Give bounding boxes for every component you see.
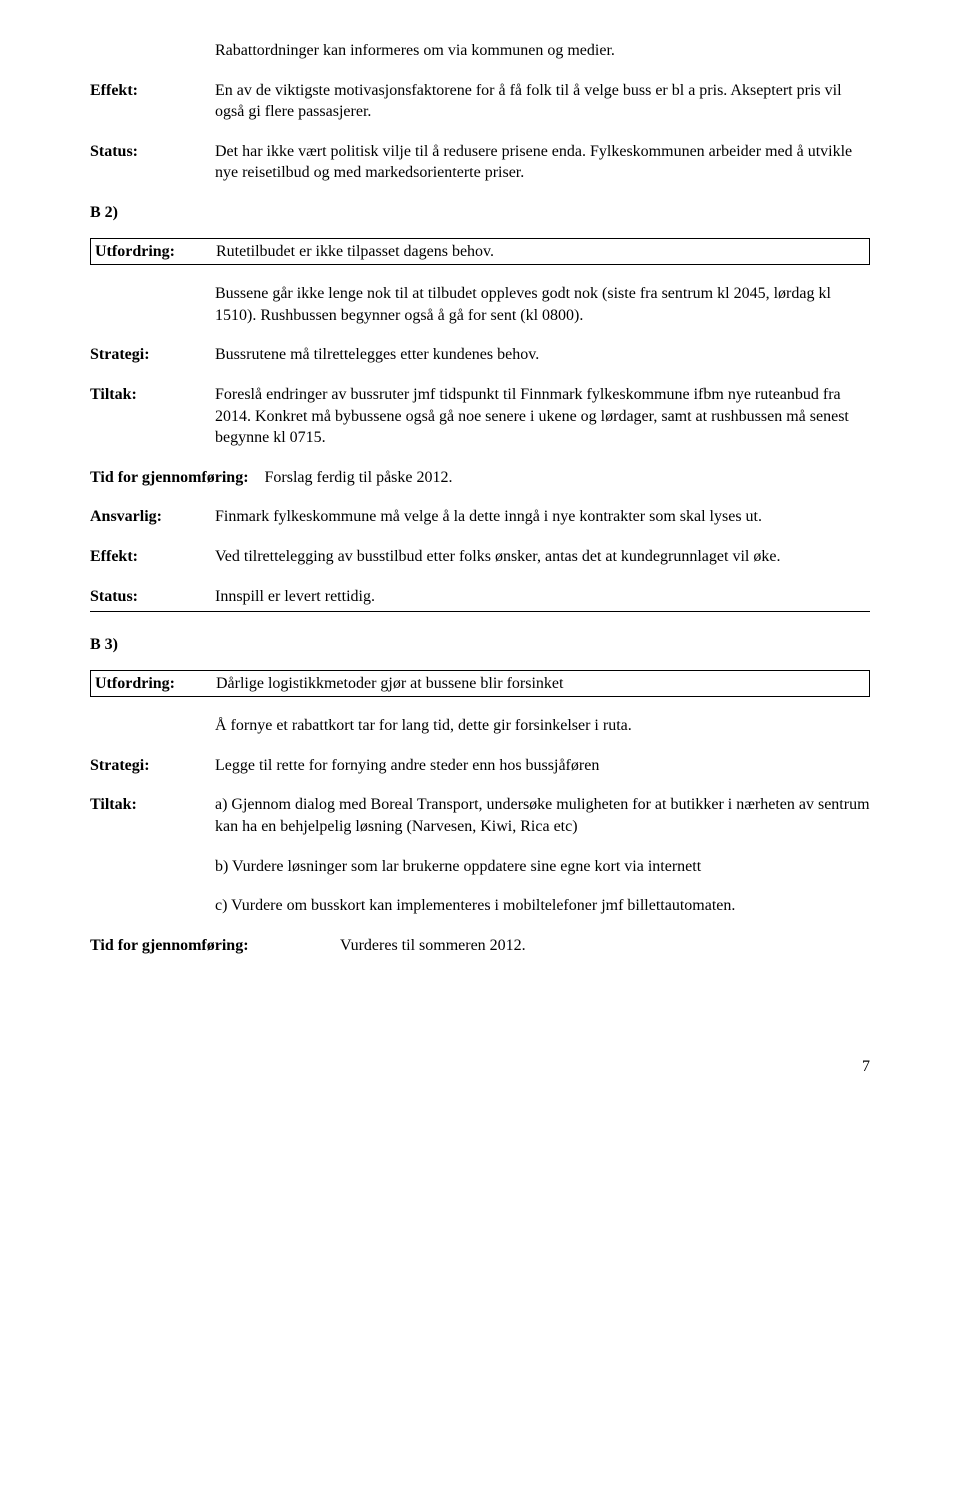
b2-strategi-label: Strategi: (90, 344, 215, 366)
b3-utfordring-value: Dårlige logistikkmetoder gjør at bussene… (216, 673, 865, 695)
b3-id: B 3) (90, 634, 870, 656)
b2-ansvarlig-label: Ansvarlig: (90, 506, 215, 528)
b3-utfordring-label: Utfordring: (95, 673, 216, 695)
top-status-row: Status: Det har ikke vært politisk vilje… (90, 141, 870, 184)
b2-desc: Bussene går ikke lenge nok til at tilbud… (90, 283, 870, 326)
b3-tid-label: Tid for gjennomføring: (90, 935, 340, 957)
b2-tiltak-row: Tiltak: Foreslå endringer av bussruter j… (90, 384, 870, 449)
b2-ansvarlig-value: Finmark fylkeskommune må velge å la dett… (215, 506, 870, 528)
b2-tid-value: Forslag ferdig til påske 2012. (265, 469, 453, 486)
b3-tid-row: Tid for gjennomføring: Vurderes til somm… (90, 935, 870, 957)
b3-tid-value: Vurderes til sommeren 2012. (340, 935, 526, 957)
b2-effekt-row: Effekt: Ved tilrettelegging av busstilbu… (90, 546, 870, 568)
b2-tid-label: Tid for gjennomføring: (90, 469, 249, 486)
top-effekt-row: Effekt: En av de viktigste motivasjonsfa… (90, 80, 870, 123)
b2-utfordring-box: Utfordring: Rutetilbudet er ikke tilpass… (90, 238, 870, 266)
b2-status-label: Status: (90, 586, 215, 608)
b2-utfordring-value: Rutetilbudet er ikke tilpasset dagens be… (216, 241, 865, 263)
b2-strategi-value: Bussrutene må tilrettelegges etter kunde… (215, 344, 870, 366)
b3-tiltak-b: b) Vurdere løsninger som lar brukerne op… (90, 856, 870, 878)
b2-status-value: Innspill er levert rettidig. (215, 586, 870, 608)
intro-text: Rabattordninger kan informeres om via ko… (90, 40, 870, 62)
b2-tiltak-label: Tiltak: (90, 384, 215, 449)
b2-tiltak-value: Foreslå endringer av bussruter jmf tidsp… (215, 384, 870, 449)
b2-effekt-label: Effekt: (90, 546, 215, 568)
b3-tiltak-c: c) Vurdere om busskort kan implementeres… (90, 895, 870, 917)
b3-desc: Å fornye et rabattkort tar for lang tid,… (90, 715, 870, 737)
b3-tiltak-a: a) Gjennom dialog med Boreal Transport, … (215, 794, 870, 837)
b3-strategi-row: Strategi: Legge til rette for fornying a… (90, 755, 870, 777)
b2-ansvarlig-row: Ansvarlig: Finmark fylkeskommune må velg… (90, 506, 870, 528)
b3-strategi-value: Legge til rette for fornying andre stede… (215, 755, 870, 777)
b3-tiltak-row: Tiltak: a) Gjennom dialog med Boreal Tra… (90, 794, 870, 837)
b2-utfordring-label: Utfordring: (95, 241, 216, 263)
divider (90, 611, 870, 612)
b3-strategi-label: Strategi: (90, 755, 215, 777)
top-effekt-value: En av de viktigste motivasjonsfaktorene … (215, 80, 870, 123)
b2-strategi-row: Strategi: Bussrutene må tilrettelegges e… (90, 344, 870, 366)
top-status-value: Det har ikke vært politisk vilje til å r… (215, 141, 870, 184)
b3-tiltak-label: Tiltak: (90, 794, 215, 837)
b2-effekt-value: Ved tilrettelegging av busstilbud etter … (215, 546, 870, 568)
b2-status-row: Status: Innspill er levert rettidig. (90, 586, 870, 608)
b2-id: B 2) (90, 202, 870, 224)
b2-tid-row: Tid for gjennomføring: Forslag ferdig ti… (90, 467, 870, 489)
page-number: 7 (90, 1056, 870, 1078)
top-status-label: Status: (90, 141, 215, 184)
top-effekt-label: Effekt: (90, 80, 215, 123)
b3-utfordring-box: Utfordring: Dårlige logistikkmetoder gjø… (90, 670, 870, 698)
